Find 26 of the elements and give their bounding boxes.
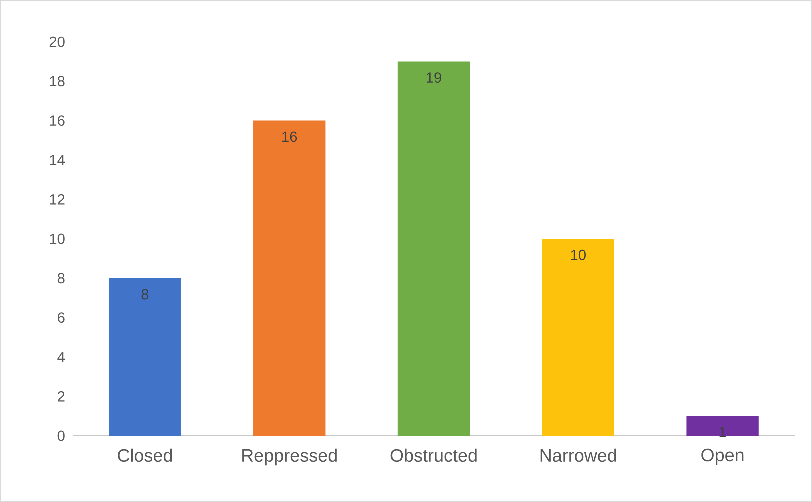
x-tick-label: Open	[702, 448, 744, 466]
y-tick-label: 14	[50, 155, 66, 166]
y-tick-label: 4	[58, 352, 66, 362]
x-tick-label: Narrowed	[540, 448, 616, 462]
y-tick-label: 18	[50, 76, 65, 87]
bar	[686, 416, 759, 436]
x-tick-label: Closed	[118, 448, 172, 462]
bar	[254, 120, 326, 436]
y-tick-label: 10	[50, 234, 65, 244]
data-label: 16	[282, 132, 298, 142]
y-tick-label: 0	[58, 430, 65, 442]
x-tick-label: Reppressed	[242, 448, 337, 466]
bar	[542, 238, 615, 436]
y-tick-label: 16	[50, 116, 65, 126]
data-label: 8	[142, 289, 149, 300]
data-label: 10	[571, 250, 586, 260]
data-label: 19	[426, 72, 442, 84]
y-tick-label: 6	[58, 312, 65, 323]
y-tick-label: 8	[58, 273, 65, 284]
data-label: 1	[720, 427, 726, 438]
bar	[109, 278, 182, 436]
y-tick-label: 12	[50, 194, 65, 205]
bar	[398, 62, 470, 436]
y-tick-label: 20	[50, 36, 65, 48]
y-tick-label: 2	[58, 391, 65, 402]
x-tick-label: Obstructed	[390, 448, 477, 462]
